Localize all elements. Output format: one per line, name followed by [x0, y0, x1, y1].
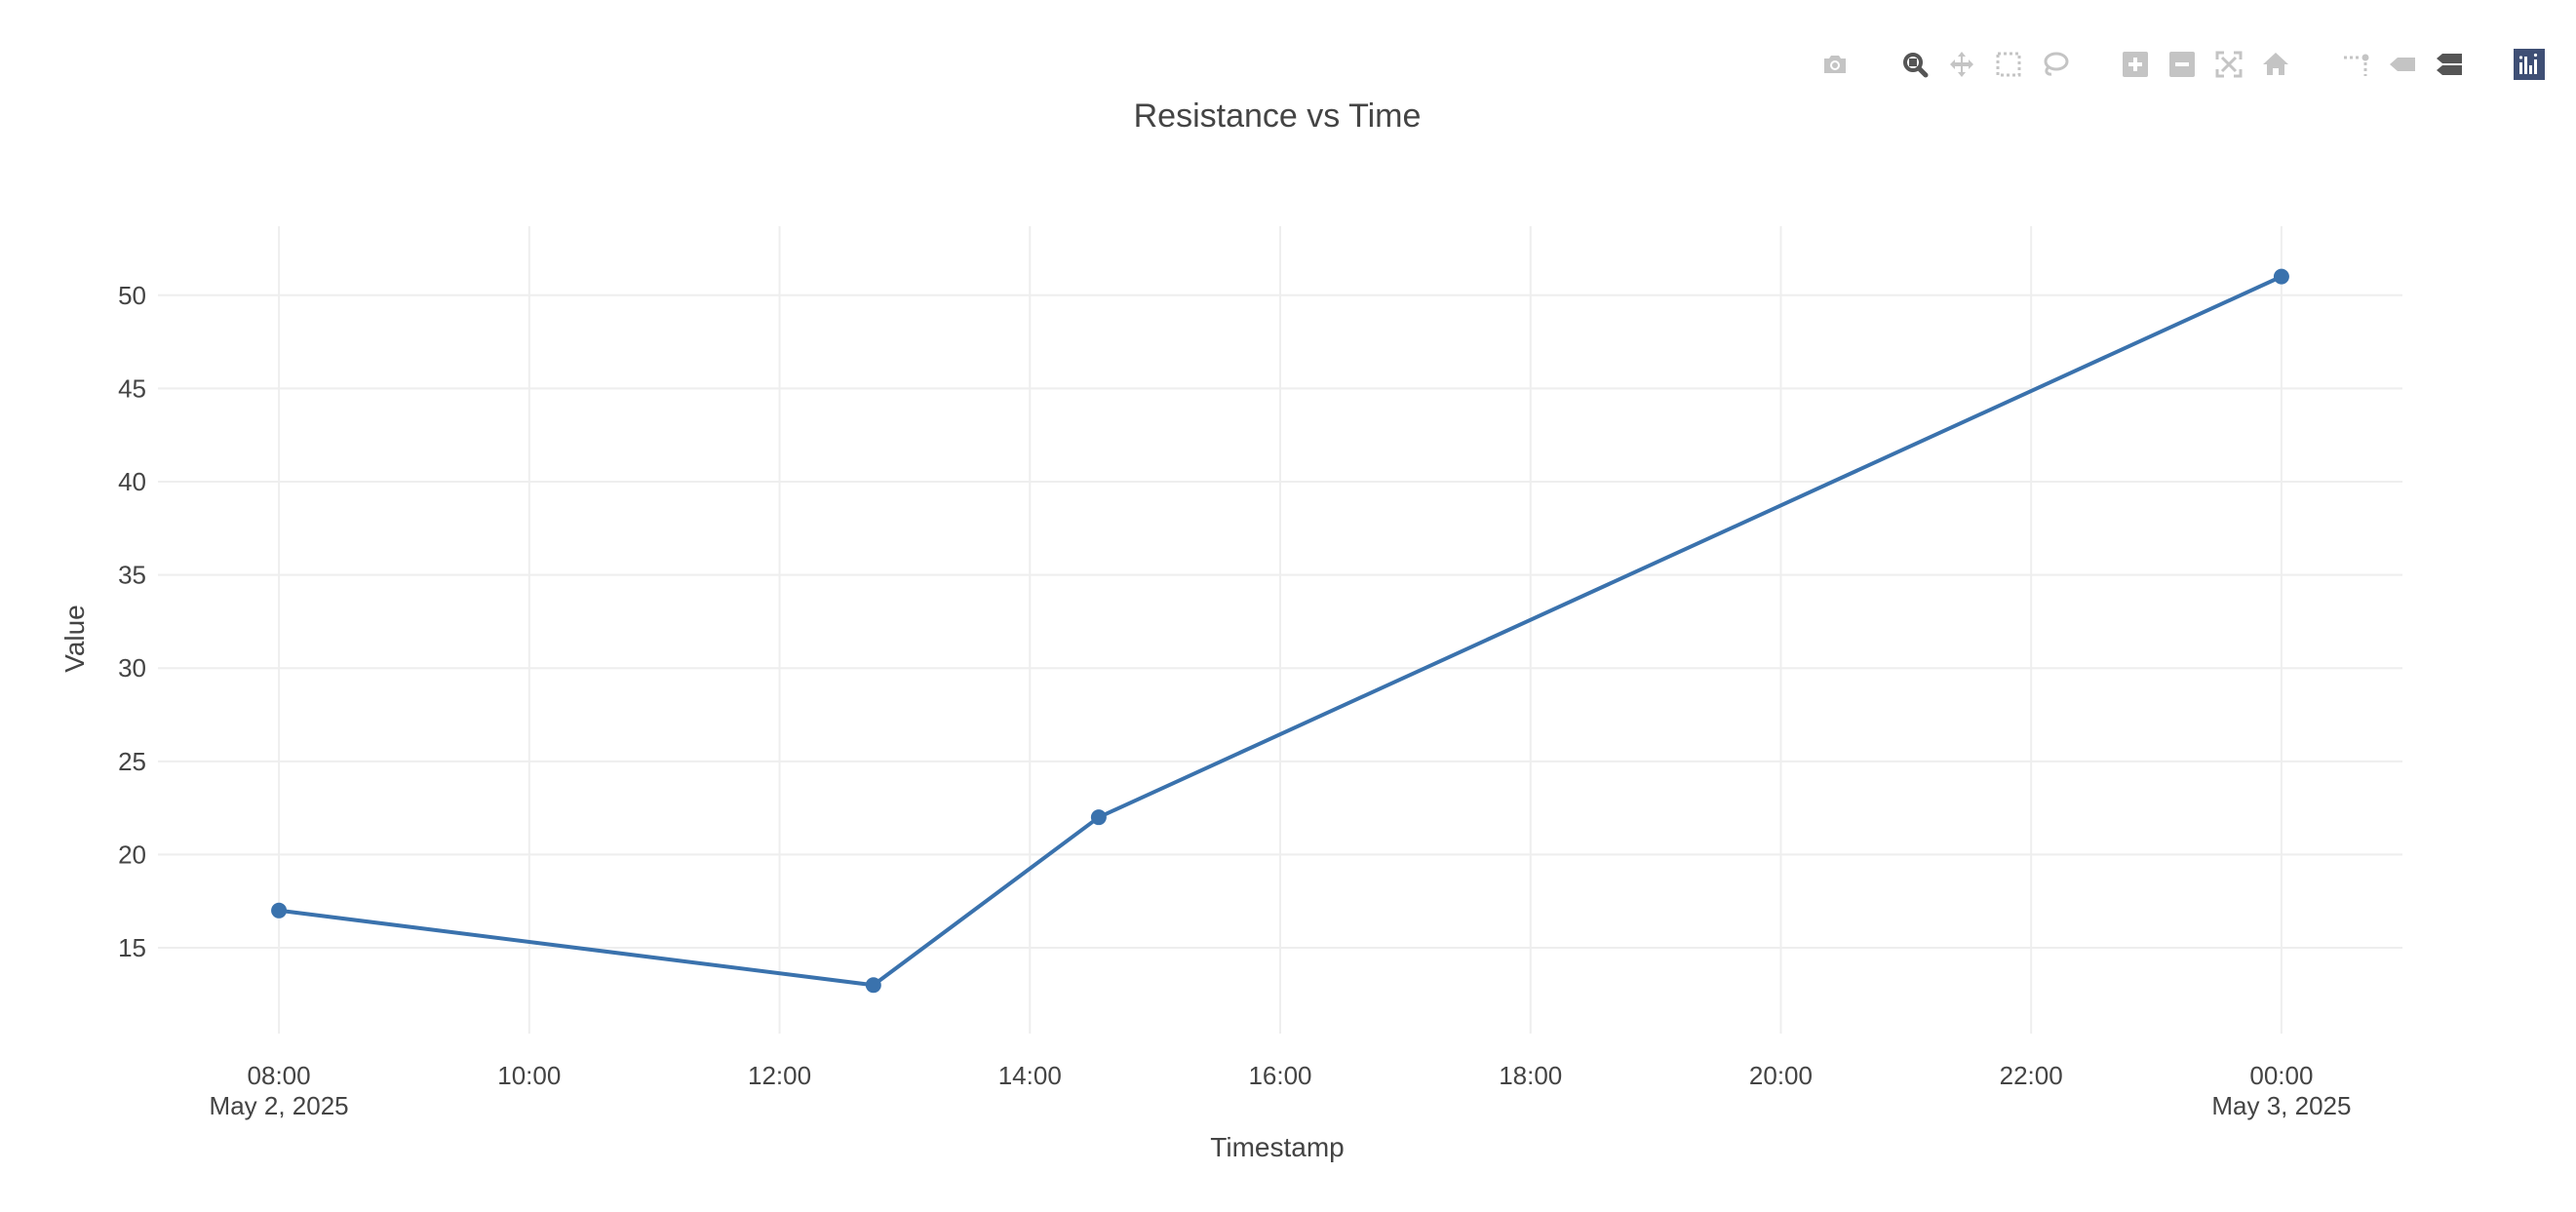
y-tick-label: 35: [118, 561, 146, 590]
y-tick-label: 45: [118, 373, 146, 403]
zoom-icon[interactable]: [1895, 45, 1934, 84]
y-tick-label: 20: [118, 840, 146, 869]
data-point: [271, 902, 288, 919]
zoom-out-icon[interactable]: [2163, 45, 2202, 84]
box-select-icon[interactable]: [1989, 45, 2028, 84]
x-tick-label: 00:00: [2249, 1061, 2313, 1090]
chart-title: Resistance vs Time: [1134, 98, 1422, 135]
modebar-group: [2112, 45, 2299, 84]
series-line: [278, 274, 2283, 988]
modebar-group: [1892, 45, 2079, 84]
y-tick-layer: 15 20 25 30 35 40 45 50: [118, 281, 146, 962]
hover-closest-icon[interactable]: [2383, 45, 2422, 84]
x-tick-label: 14:00: [998, 1061, 1062, 1090]
modebar-group: [1812, 45, 1858, 84]
x-axis-label: Timestamp: [1210, 1132, 1344, 1162]
y-axis-label: Value: [59, 605, 90, 673]
x-tick-label: 10:00: [497, 1061, 561, 1090]
y-tick-label: 25: [118, 747, 146, 776]
x-tick-sublabel: May 3, 2025: [2211, 1091, 2351, 1120]
data-point: [865, 977, 881, 994]
x-tick-label: 12:00: [748, 1061, 811, 1090]
modebar-group: [2332, 45, 2473, 84]
camera-icon[interactable]: [1815, 45, 1854, 84]
y-tick-label: 50: [118, 281, 146, 310]
x-tick-sublabel: May 2, 2025: [210, 1091, 349, 1120]
reset-axes-icon[interactable]: [2256, 45, 2295, 84]
data-point: [2273, 268, 2289, 285]
lasso-select-icon[interactable]: [2036, 45, 2075, 84]
data-point: [1090, 809, 1107, 826]
modebar: [1778, 45, 2553, 84]
zoom-in-icon[interactable]: [2116, 45, 2155, 84]
hover-compare-icon[interactable]: [2430, 45, 2469, 84]
grid-layer: [158, 226, 2402, 1034]
x-tick-label: 20:00: [1749, 1061, 1813, 1090]
plotly-logo-icon[interactable]: [2510, 45, 2549, 84]
x-tick-label: 08:00: [248, 1061, 311, 1090]
modebar-group: [2506, 45, 2553, 84]
x-tick-label: 18:00: [1499, 1061, 1562, 1090]
x-tick-label: 22:00: [2000, 1061, 2063, 1090]
autoscale-icon[interactable]: [2209, 45, 2248, 84]
series-layer: [271, 268, 2289, 994]
y-tick-label: 15: [118, 933, 146, 962]
y-tick-label: 40: [118, 467, 146, 496]
x-tick-label: 16:00: [1248, 1061, 1311, 1090]
spike-lines-icon[interactable]: [2336, 45, 2375, 84]
y-tick-label: 30: [118, 653, 146, 683]
pan-icon[interactable]: [1942, 45, 1981, 84]
